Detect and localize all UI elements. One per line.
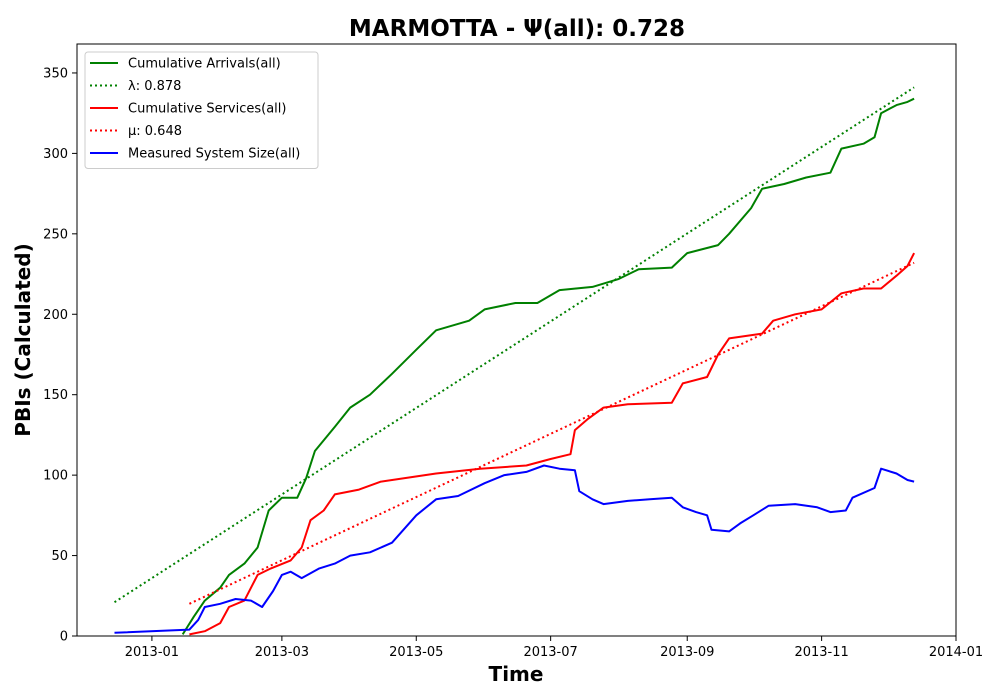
y-tick-label: 350 xyxy=(43,66,68,81)
legend-label-0: Cumulative Arrivals(all) xyxy=(128,57,281,72)
y-tick-label: 0 xyxy=(60,630,68,645)
legend-label-2: Cumulative Services(all) xyxy=(128,102,286,117)
y-tick-label: 100 xyxy=(43,469,68,484)
legend-label-1: λ: 0.878 xyxy=(128,79,181,94)
y-tick-label: 50 xyxy=(51,549,68,564)
x-tick-label: 2013-09 xyxy=(660,645,714,660)
legend-label-3: μ: 0.648 xyxy=(128,124,182,139)
x-tick-label: 2013-01 xyxy=(125,645,179,660)
x-tick-label: 2013-11 xyxy=(794,645,848,660)
legend-label-4: Measured System Size(all) xyxy=(128,147,300,162)
x-tick-label: 2013-03 xyxy=(255,645,309,660)
legend: Cumulative Arrivals(all) λ: 0.878 Cumulati… xyxy=(85,52,318,169)
x-tick-label: 2013-05 xyxy=(389,645,443,660)
y-tick-label: 200 xyxy=(43,308,68,323)
y-axis-title: PBIs (Calculated) xyxy=(11,243,35,436)
y-tick-label: 150 xyxy=(43,388,68,403)
x-tick-label: 2014-01 xyxy=(929,645,983,660)
y-tick-label: 250 xyxy=(43,227,68,242)
y-tick-label: 300 xyxy=(43,147,68,162)
x-tick-label: 2013-07 xyxy=(523,645,577,660)
x-axis-title: Time xyxy=(489,662,544,686)
chart-title: MARMOTTA - Ψ(all): 0.728 xyxy=(349,16,685,42)
